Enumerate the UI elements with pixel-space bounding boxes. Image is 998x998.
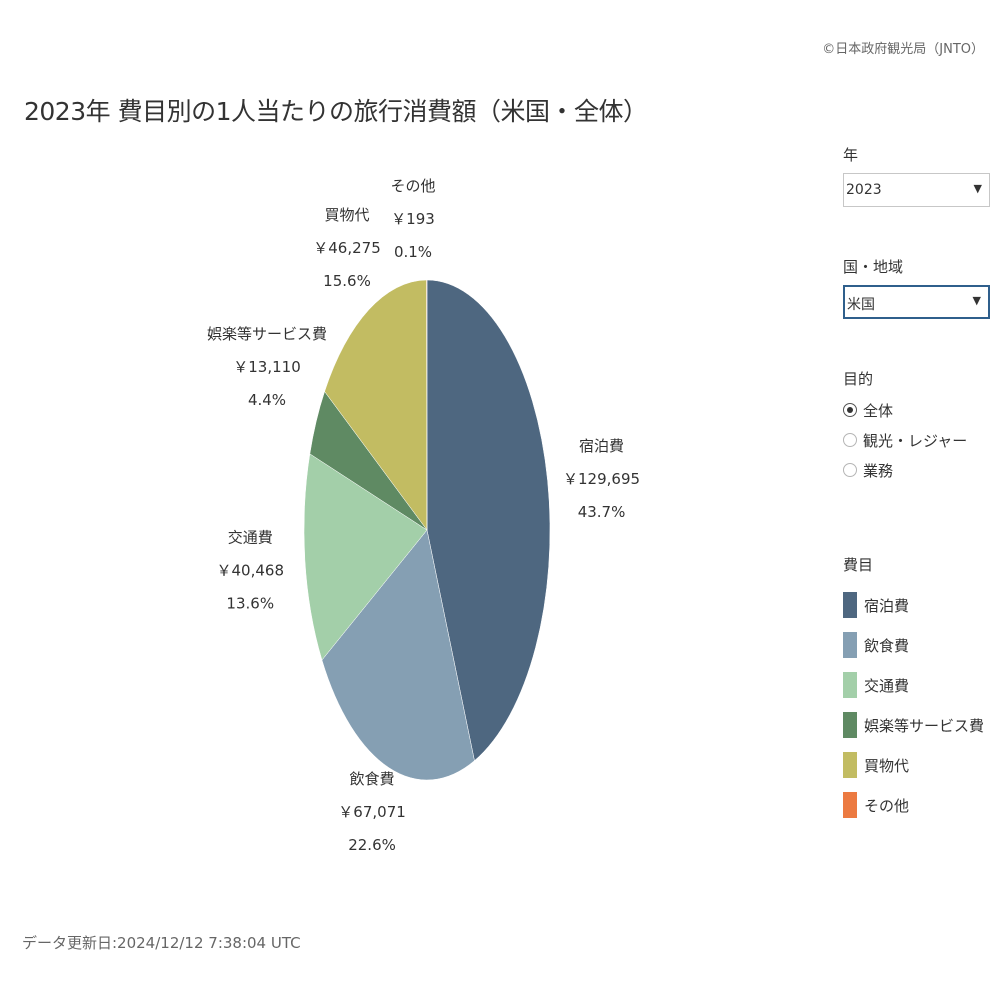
pie-slice[interactable] <box>426 279 428 531</box>
data-updated-timestamp: データ更新日:2024/12/12 7:38:04 UTC <box>22 934 301 952</box>
pie-slice-label: 宿泊費 <box>579 437 624 455</box>
region-select[interactable]: 米国 ▼ <box>843 285 990 319</box>
chevron-down-icon: ▼ <box>973 182 982 195</box>
legend-item[interactable]: 交通費 <box>843 665 990 705</box>
pie-chart: 宿泊費 ￥129,695 43.7% 飲食費 ￥67,071 22.6% 交通費 ￥40,46… <box>207 177 640 854</box>
pie-slice-value: ￥13,110 <box>233 358 301 376</box>
legend-item[interactable]: 宿泊費 <box>843 585 990 625</box>
pie-slice-value: ￥193 <box>391 210 435 228</box>
legend-swatch <box>843 592 857 618</box>
legend-title: 費目 <box>843 556 874 574</box>
legend-label: 交通費 <box>864 676 910 695</box>
legend-label: 買物代 <box>864 756 910 775</box>
legend-swatch <box>843 632 857 658</box>
region-filter-label: 国・地域 <box>843 258 904 276</box>
chart-title: 2023年 費目別の1人当たりの旅行消費額（米国・全体） <box>24 97 648 126</box>
radio-label: 全体 <box>863 401 894 420</box>
radio-button[interactable] <box>843 433 857 447</box>
legend-swatch <box>843 792 857 818</box>
pie-slice[interactable] <box>426 279 551 762</box>
radio-button[interactable] <box>843 403 857 417</box>
legend-swatch <box>843 672 857 698</box>
pie-slice[interactable] <box>303 453 428 661</box>
legend-label: 飲食費 <box>864 636 910 655</box>
region-select-value: 米国 <box>847 297 875 313</box>
legend-item[interactable]: 買物代 <box>843 745 990 785</box>
legend-label: その他 <box>864 796 910 815</box>
purpose-filter: 目的 全体観光・レジャー 業務 <box>843 368 990 485</box>
radio-label: 業務 <box>863 461 894 480</box>
pie-slice-label: その他 <box>390 177 435 195</box>
purpose-filter-label: 目的 <box>843 370 874 388</box>
year-select[interactable]: 2023 ▼ <box>843 173 990 207</box>
pie-slice-percent: 43.7% <box>578 503 626 521</box>
purpose-option-0[interactable]: 全体 <box>843 395 990 425</box>
legend: 費目 宿泊費飲食費交通費娯楽等サービス費 買物代その他 <box>843 554 990 825</box>
region-filter: 国・地域 米国 ▼ <box>843 256 990 319</box>
pie-slice-percent: 22.6% <box>348 836 396 854</box>
legend-item[interactable]: その他 <box>843 785 990 825</box>
pie-slice[interactable] <box>324 279 428 531</box>
pie-slice-label: 娯楽等サービス費 <box>207 325 327 343</box>
copyright-notice: ©日本政府観光局（JNTO） <box>822 42 984 57</box>
legend-label: 娯楽等サービス費 <box>864 716 985 735</box>
radio-button[interactable] <box>843 463 857 477</box>
legend-swatch <box>843 752 857 778</box>
purpose-option-2[interactable]: 業務 <box>843 455 990 485</box>
pie-slice-value: ￥40,468 <box>217 561 285 579</box>
pie-slice-percent: 15.6% <box>323 272 371 290</box>
legend-swatch <box>843 712 857 738</box>
pie-slice-value: ￥129,695 <box>563 470 640 488</box>
purpose-option-1[interactable]: 観光・レジャー <box>843 425 990 455</box>
pie-slice-label: 飲食費 <box>350 770 395 788</box>
pie-slice-value: ￥46,275 <box>313 239 381 257</box>
pie-slice-percent: 0.1% <box>394 243 432 261</box>
year-select-value: 2023 <box>846 182 882 198</box>
pie-slice[interactable] <box>321 529 475 781</box>
year-filter: 年 2023 ▼ <box>843 144 990 207</box>
pie-slice-label: 交通費 <box>228 528 273 546</box>
legend-item[interactable]: 飲食費 <box>843 625 990 665</box>
radio-label: 観光・レジャー <box>863 431 968 450</box>
pie-slice-value: ￥67,071 <box>338 803 406 821</box>
pie-slice-percent: 4.4% <box>248 391 286 409</box>
chevron-down-icon: ▼ <box>972 294 981 307</box>
pie-slice-label: 買物代 <box>324 206 369 224</box>
legend-item[interactable]: 娯楽等サービス費 <box>843 705 990 745</box>
year-filter-label: 年 <box>843 146 859 164</box>
pie-slice-percent: 13.6% <box>226 594 274 612</box>
legend-label: 宿泊費 <box>864 596 910 615</box>
